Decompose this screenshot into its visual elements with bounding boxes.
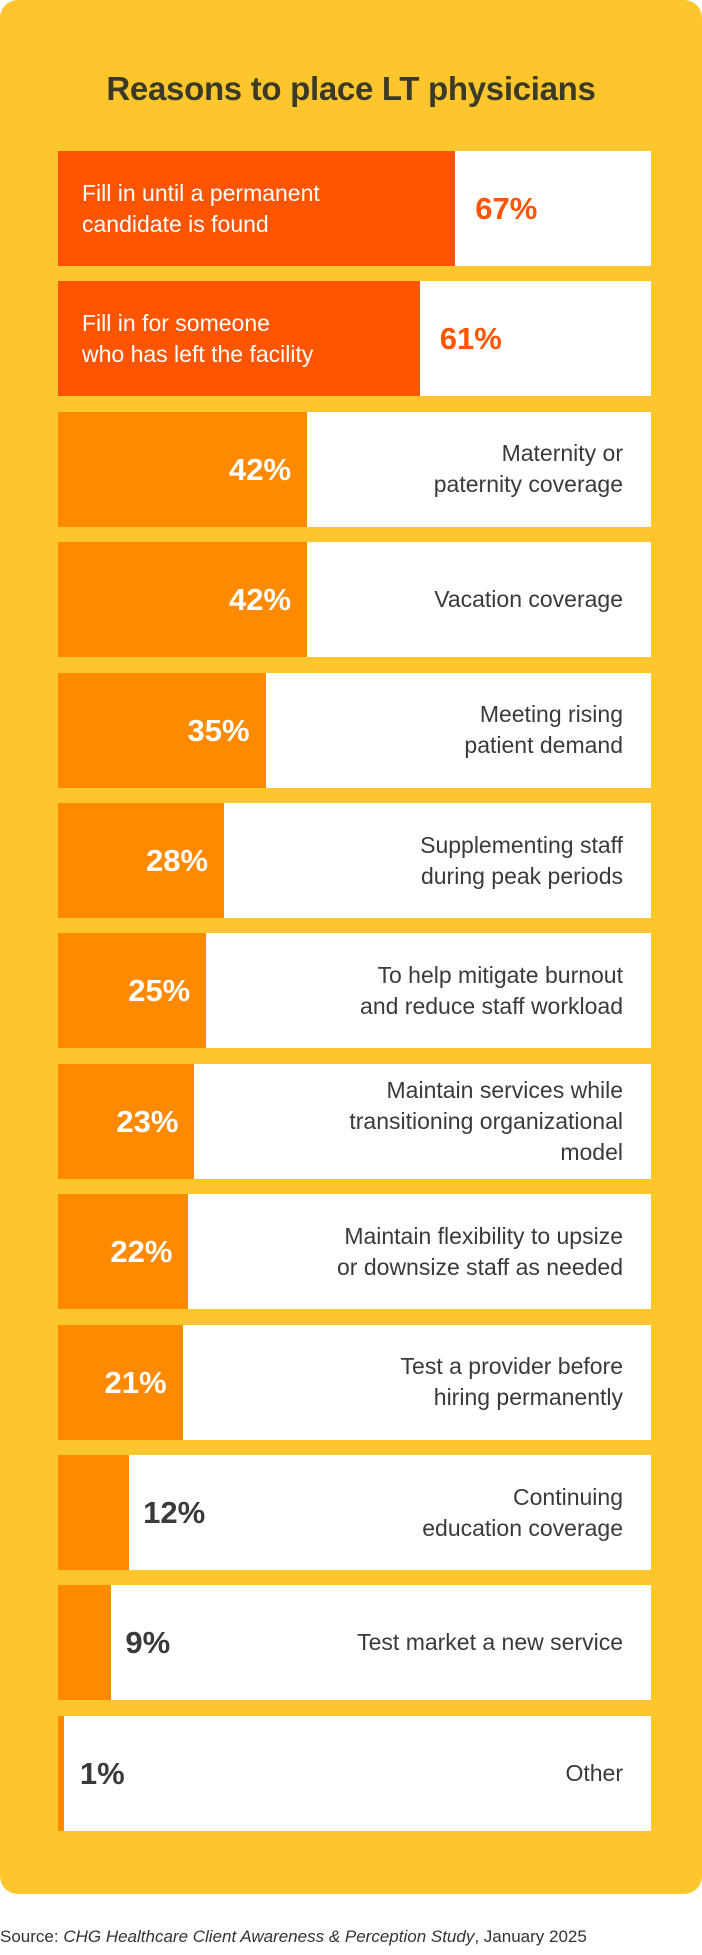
category-label-line: Test market a new service [357,1629,623,1656]
value-label: 25% [128,973,191,1009]
value-label: 1% [79,1755,125,1791]
category-label-line: Continuing [513,1483,623,1510]
source-prefix: Source: [0,1927,64,1946]
category-label: Other [565,1716,623,1831]
category-label-line: transitioning organizational [349,1107,623,1134]
category-label: Maintain flexibility to upsize or downsiz… [337,1194,623,1309]
bar-fill [58,933,207,1049]
category-label-line: Vacation coverage [434,586,623,613]
category-label-line: during peak periods [420,862,623,889]
source-suffix: , January 2025 [474,1927,587,1946]
category-label-line: Meeting rising [479,701,623,728]
bar-row: Test a provider before hiring permanently… [58,1324,651,1440]
bar-row: Continuing education coverage 12% [58,1455,651,1570]
category-label-line: Fill in until a permanent [82,179,320,206]
category-label-line: or downsize staff as needed [337,1253,623,1280]
value-label: 22% [110,1234,173,1270]
category-label: Test a provider before hiring permanently [401,1325,623,1440]
value-label: 42% [229,451,292,487]
category-label-line: and reduce staff workload [360,992,623,1019]
category-label-line: education coverage [422,1514,623,1541]
source-note: Source: CHG Healthcare Client Awareness … [0,1927,587,1947]
value-label: 42% [229,582,292,618]
category-label: Maintain services while transitioning org… [349,1064,623,1179]
category-label-line: Maintain services while [386,1076,623,1103]
bar-fill [58,1194,189,1310]
category-label-line: patient demand [464,732,623,759]
bar-row: Maternity or paternity coverage 42% [58,411,651,527]
bar-fill [58,1715,64,1831]
bar-row: Maintain services while transitioning org… [58,1063,651,1179]
category-label: Fill in until a permanent candidate is fo… [82,151,320,266]
bar-row: Vacation coverage 42% [58,542,651,658]
category-label: To help mitigate burnout and reduce staff… [360,933,623,1048]
value-label: 12% [143,1495,206,1530]
category-label-line: model [560,1138,623,1165]
value-label: 23% [116,1103,179,1139]
value-label: 9% [125,1625,171,1661]
category-label: Supplementing staff during peak periods [420,803,623,918]
category-label: Maternity or paternity coverage [434,412,623,527]
bar-fill [58,151,456,266]
category-label-line: Maternity or [501,440,623,467]
bar-fill [58,1585,112,1701]
chart-panel: Reasons to place LT physicians Fill in u… [0,0,702,1894]
category-label-line: hiring permanently [433,1384,623,1411]
bar-fill [58,803,225,918]
category-label-line: Maintain flexibility to upsize [344,1222,623,1249]
category-label: Fill in for someone who has left the faci… [82,281,313,396]
bar-fill [58,1063,195,1179]
bar-row: Maintain flexibility to upsize or downsiz… [58,1194,651,1310]
category-label: Meeting rising patient demand [464,673,623,788]
category-label-line: Other [565,1759,623,1786]
bar-row: Test market a new service 9% [58,1585,651,1701]
category-label-line: Supplementing staff [420,831,623,858]
category-label-line: Test a provider before [400,1353,623,1380]
bar-row: To help mitigate burnout and reduce staff… [58,933,651,1049]
bar-row: Fill in for someone who has left the faci… [58,281,651,397]
bar-row: Other 1% [58,1715,651,1831]
category-label-line: who has left the facility [82,340,314,367]
bar-row: Fill in until a permanent candidate is fo… [58,151,651,266]
source-study: CHG Healthcare Client Awareness & Percep… [63,1927,475,1946]
category-label-line: paternity coverage [433,471,623,498]
bar-fill [58,1324,183,1440]
category-label-line: To help mitigate burnout [377,961,624,988]
bar-row: Meeting rising patient demand 35% [58,672,651,788]
bar-fill [58,1455,130,1570]
category-label-line: candidate is found [82,210,269,237]
category-label: Continuing education coverage [422,1455,623,1570]
category-label: Test market a new service [357,1585,623,1700]
bar-fill [58,672,266,788]
bar-fill [58,542,308,658]
category-label-line: Fill in for someone [82,309,270,336]
bar-fill [58,411,308,527]
value-label: 28% [146,843,209,878]
value-label: 21% [104,1364,167,1400]
value-label: 35% [187,712,250,748]
category-label: Vacation coverage [434,542,623,657]
value-label: 61% [439,321,502,357]
value-label: 67% [475,191,538,226]
chart-title: Reasons to place LT physicians [106,70,596,107]
bar-fill [58,281,420,397]
bar-row: Supplementing staff during peak periods 28… [58,803,651,918]
